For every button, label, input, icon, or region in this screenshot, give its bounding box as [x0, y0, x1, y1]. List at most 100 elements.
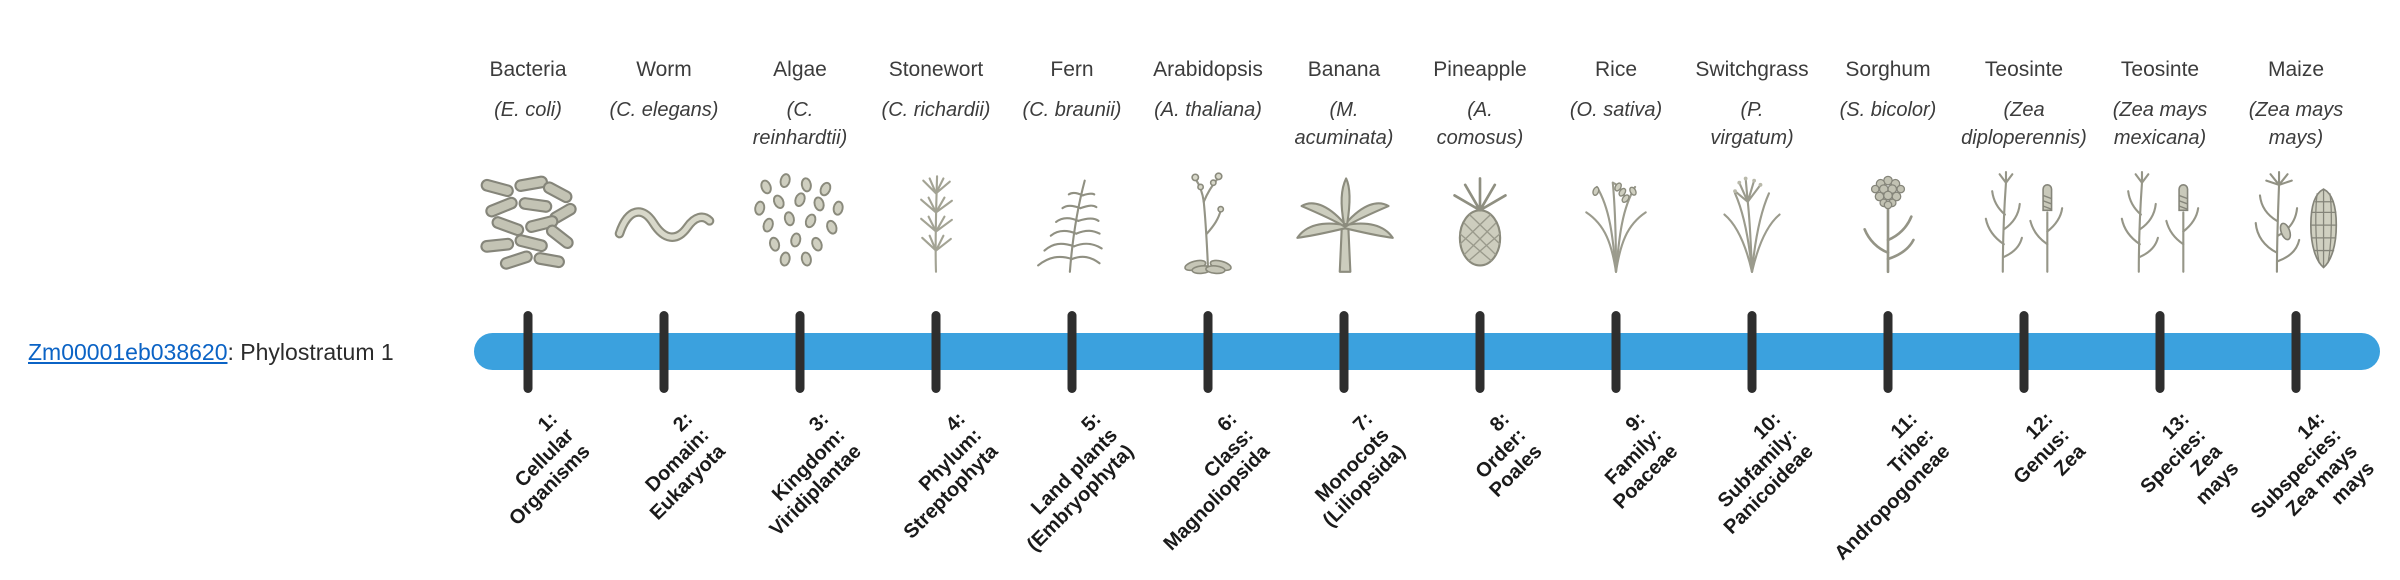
- taxon-scientific-name: (P. virgatum): [1710, 99, 1794, 149]
- taxon-common-name: Maize: [2267, 58, 2325, 81]
- taxon-names: Worm (C. elegans): [584, 58, 744, 124]
- taxa-columns: Bacteria (E. coli) 1: Cellular Organisms W…: [460, 0, 2379, 580]
- taxon-scientific-name: (Zea mays mays): [2248, 99, 2344, 149]
- bacteria-illustration: [475, 168, 581, 278]
- timeline-tick: [523, 311, 533, 393]
- taxon-common-name: Rice: [1594, 58, 1637, 81]
- stratum-label: 4: Phylum: Streptophyta: [899, 408, 1003, 544]
- taxon-column: Stonewort (C. richardii) 4: Phylum: Strept…: [868, 0, 1004, 580]
- taxon-common-name: Worm: [636, 58, 692, 81]
- taxon-common-name: Teosinte: [1984, 58, 2064, 81]
- switchgrass-illustration: [1699, 168, 1805, 278]
- stratum-label: 8: Order: Poales: [1471, 408, 1547, 502]
- timeline-tick: [1883, 311, 1893, 393]
- stratum-label: 11: Tribe: Andropogoneae: [1830, 408, 1955, 565]
- taxon-names: Teosinte (Zea mays mexicana): [2080, 58, 2240, 152]
- taxon-scientific-name: (S. bicolor): [1839, 99, 1937, 121]
- taxon-names: Stonewort (C. richardii): [856, 58, 1016, 124]
- stratum-label: 6: Class: Magnoliopsida: [1159, 408, 1275, 556]
- stratum-label: 7: Monocots (Liliopsida): [1311, 408, 1411, 532]
- taxon-names: Pineapple (A. comosus): [1400, 58, 1560, 152]
- taxon-common-name: Algae: [773, 58, 827, 81]
- teosinte-illustration: [2107, 168, 2213, 278]
- timeline-tick: [1067, 311, 1077, 393]
- taxon-scientific-name: (C. richardii): [881, 99, 991, 121]
- stratum-label: 14: Subspecies: Zea mays mays: [2247, 408, 2379, 524]
- taxon-common-name: Bacteria: [489, 58, 567, 81]
- timeline-tick: [2019, 311, 2029, 393]
- timeline-tick: [1203, 311, 1213, 393]
- phylostrata-bar: [474, 333, 2380, 370]
- taxon-names: Algae (C. reinhardtii): [720, 58, 880, 152]
- taxon-scientific-name: (A. thaliana): [1154, 99, 1262, 121]
- taxon-names: Banana (M. acuminata): [1264, 58, 1424, 152]
- timeline-tick: [2291, 311, 2301, 393]
- taxon-names: Fern (C. braunii): [992, 58, 1152, 124]
- taxon-column: Sorghum (S. bicolor) 11: Tribe: Andropogon…: [1820, 0, 1956, 580]
- taxon-column: Switchgrass (P. virgatum) 10: Subfamily: Pa…: [1684, 0, 1820, 580]
- stratum-label: 2: Domain: Eukaryota: [641, 408, 731, 525]
- taxon-scientific-name: (C. reinhardtii): [752, 99, 848, 149]
- stratum-label: 13: Species: Zea mays: [2136, 408, 2243, 509]
- taxon-column: Pineapple (A. comosus) 8: Order: Poales: [1412, 0, 1548, 580]
- worm-illustration: [611, 168, 717, 278]
- taxon-scientific-name: (O. sativa): [1569, 99, 1663, 121]
- taxon-names: Arabidopsis (A. thaliana): [1128, 58, 1288, 124]
- taxon-column: Worm (C. elegans) 2: Domain: Eukaryota: [596, 0, 732, 580]
- taxon-scientific-name: (E. coli): [494, 99, 562, 121]
- taxon-scientific-name: (M. acuminata): [1294, 99, 1394, 149]
- taxon-column: Banana (M. acuminata) 7: Monocots (Liliopsi…: [1276, 0, 1412, 580]
- sorghum-illustration: [1835, 168, 1941, 278]
- taxon-column: Rice (O. sativa) 9: Family: Poaceae: [1548, 0, 1684, 580]
- stratum-label: 10: Subfamily: Panicoideae: [1714, 408, 1819, 539]
- gene-id-link[interactable]: Zm00001eb038620: [28, 339, 228, 365]
- taxon-names: Teosinte (Zea diploperennis): [1944, 58, 2104, 152]
- timeline-tick: [1475, 311, 1485, 393]
- taxon-scientific-name: (C. braunii): [1022, 99, 1122, 121]
- taxon-common-name: Teosinte: [2120, 58, 2200, 81]
- taxon-column: Maize (Zea mays mays) 14: Subspecies: Zea m…: [2228, 0, 2379, 580]
- timeline-tick: [659, 311, 669, 393]
- maize-illustration: [2243, 168, 2349, 278]
- taxon-scientific-name: (C. elegans): [609, 99, 719, 121]
- taxon-names: Switchgrass (P. virgatum): [1672, 58, 1832, 152]
- taxon-names: Rice (O. sativa): [1536, 58, 1696, 124]
- timeline-tick: [1339, 311, 1349, 393]
- taxon-column: Algae (C. reinhardtii) 3: Kingdom: Viridipl…: [732, 0, 868, 580]
- taxon-scientific-name: (Zea mays mexicana): [2112, 99, 2208, 149]
- taxon-column: Teosinte (Zea mays mexicana) 13: Species: Z…: [2092, 0, 2243, 580]
- timeline-tick: [1611, 311, 1621, 393]
- stratum-label: 5: Land plants (Embryophyta): [1023, 408, 1139, 557]
- timeline-tick: [2155, 311, 2165, 393]
- taxon-common-name: Banana: [1307, 58, 1381, 81]
- taxon-scientific-name: (A. comosus): [1436, 99, 1524, 149]
- taxon-column: Bacteria (E. coli) 1: Cellular Organisms: [460, 0, 596, 580]
- stratum-label: 12: Genus: Zea: [2009, 408, 2091, 489]
- taxon-column: Fern (C. braunii) 5: Land plants (Embryoph…: [1004, 0, 1140, 580]
- taxon-common-name: Switchgrass: [1695, 58, 1809, 81]
- arabidopsis-illustration: [1155, 168, 1261, 278]
- gene-label: Zm00001eb038620: Phylostratum 1: [28, 339, 394, 366]
- taxon-common-name: Stonewort: [888, 58, 984, 81]
- stratum-label: 1: Cellular Organisms: [504, 408, 595, 531]
- fern-illustration: [1019, 168, 1125, 278]
- algae-illustration: [747, 168, 853, 278]
- timeline-tick: [1747, 311, 1757, 393]
- taxon-names: Maize (Zea mays mays): [2216, 58, 2376, 152]
- teosinte-illustration: [1971, 168, 2077, 278]
- taxon-common-name: Fern: [1050, 58, 1094, 81]
- timeline-tick: [795, 311, 805, 393]
- taxon-common-name: Arabidopsis: [1153, 58, 1263, 81]
- taxon-column: Teosinte (Zea diploperennis) 12: Genus: Zea: [1956, 0, 2092, 580]
- taxon-names: Bacteria (E. coli): [448, 58, 608, 124]
- banana-illustration: [1291, 168, 1397, 278]
- taxon-scientific-name: (Zea diploperennis): [1961, 99, 2087, 149]
- stratum-label: 9: Family: Poaceae: [1600, 408, 1683, 514]
- taxon-common-name: Pineapple: [1433, 58, 1527, 81]
- stonewort-illustration: [883, 168, 989, 278]
- taxon-common-name: Sorghum: [1845, 58, 1931, 81]
- stratum-label: 3: Kingdom: Viridiplantae: [766, 408, 867, 541]
- timeline-tick: [931, 311, 941, 393]
- taxon-names: Sorghum (S. bicolor): [1808, 58, 1968, 124]
